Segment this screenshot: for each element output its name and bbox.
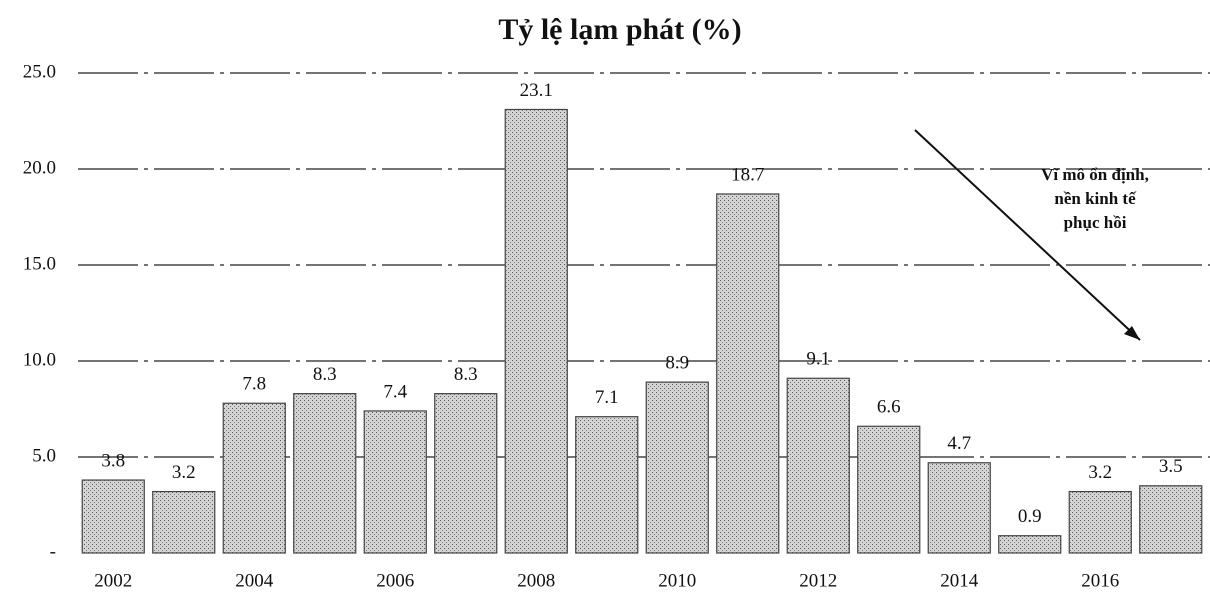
- data-label: 8.3: [454, 364, 478, 385]
- data-label: 7.4: [383, 381, 407, 402]
- data-label: 9.1: [806, 349, 830, 370]
- data-label: 7.8: [242, 374, 266, 395]
- arrow-head: [1124, 326, 1140, 340]
- bar: [716, 193, 780, 554]
- data-label: 8.3: [313, 364, 337, 385]
- annotation: phục hồi: [1064, 213, 1127, 232]
- annotation: Vĩ mô ổn định,: [1041, 165, 1149, 184]
- bar: [1139, 485, 1203, 554]
- y-tick-label: 10.0: [23, 349, 56, 370]
- y-tick-label: 5.0: [32, 445, 56, 466]
- annotation: nền kinh tế: [1054, 189, 1137, 208]
- data-label: 8.9: [665, 352, 689, 373]
- data-label: 3.2: [1088, 462, 1112, 483]
- bar: [222, 402, 286, 554]
- x-tick-label: 2002: [94, 570, 132, 591]
- y-tick-label: 20.0: [23, 157, 56, 178]
- chart-title: Tỷ lệ lạm phát (%): [498, 13, 741, 46]
- data-label: 18.7: [731, 164, 764, 185]
- data-label: 3.5: [1159, 456, 1183, 477]
- data-label: 4.7: [947, 433, 971, 454]
- bar: [1068, 490, 1132, 554]
- bar: [645, 381, 709, 554]
- bar: [575, 416, 639, 554]
- bar: [293, 393, 357, 554]
- arrow: [914, 129, 1141, 341]
- x-tick-label: 2010: [658, 570, 696, 591]
- x-tick-label: 2016: [1081, 570, 1119, 591]
- bar: [434, 393, 498, 554]
- data-label: 7.1: [595, 387, 619, 408]
- data-label: 3.8: [101, 450, 125, 471]
- bar: [152, 490, 216, 554]
- bar: [998, 535, 1062, 554]
- bar: [857, 425, 921, 554]
- bar: [786, 377, 850, 554]
- y-tick-label: -: [50, 541, 56, 562]
- x-tick-label: 2006: [376, 570, 414, 591]
- bar: [81, 479, 145, 554]
- data-label: 3.2: [172, 462, 196, 483]
- data-label: 23.1: [520, 80, 553, 101]
- data-label: 0.9: [1018, 506, 1042, 527]
- x-tick-label: 2004: [235, 570, 274, 591]
- x-tick-label: 2008: [517, 570, 555, 591]
- x-tick-label: 2014: [940, 570, 979, 591]
- y-tick-label: 25.0: [23, 61, 56, 82]
- data-label: 6.6: [877, 397, 901, 418]
- bar: [927, 462, 991, 554]
- x-tick-label: 2012: [799, 570, 837, 591]
- bar: [363, 410, 427, 554]
- y-tick-label: 15.0: [23, 253, 56, 274]
- bar: [504, 108, 568, 554]
